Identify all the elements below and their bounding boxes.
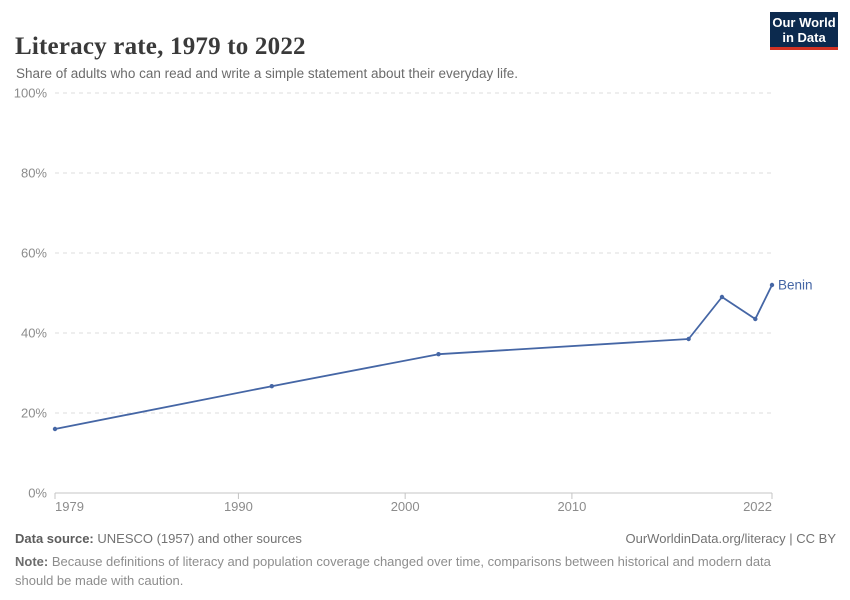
data-point-marker[interactable]	[686, 336, 691, 342]
chart-svg[interactable]: 0% 20% 40% 60% 80% 100% 1979 1990 2000 2010 2022 Be…	[0, 85, 850, 525]
data-point-marker[interactable]	[436, 352, 441, 357]
data-source-line: Data source: UNESCO (1957) and other sou…	[15, 531, 302, 546]
y-tick-label: 0%	[28, 486, 47, 501]
series-label-benin[interactable]: Benin	[778, 278, 813, 293]
y-tick-label: 60%	[21, 246, 47, 261]
x-tick-label: 1990	[224, 499, 253, 514]
footer-citation-link[interactable]: OurWorldinData.org/literacy | CC BY	[625, 531, 836, 546]
footer-note: Note: Because definitions of literacy an…	[15, 552, 810, 590]
y-tick-label: 20%	[21, 406, 47, 421]
series-line-benin[interactable]	[54, 284, 773, 430]
x-tick-label: 2022	[743, 499, 772, 514]
data-point-marker[interactable]	[719, 294, 725, 300]
data-point-marker[interactable]	[753, 316, 758, 322]
y-tick-label: 100%	[14, 86, 48, 101]
data-point-marker[interactable]	[769, 282, 775, 288]
data-point-marker[interactable]	[269, 384, 274, 389]
y-tick-label: 40%	[21, 326, 47, 341]
page-subtitle: Share of adults who can read and write a…	[16, 65, 519, 81]
data-source-text: UNESCO (1957) and other sources	[97, 531, 302, 546]
x-tick-label: 1979	[55, 499, 84, 514]
x-tick-label: 2010	[557, 499, 586, 514]
page-title: Literacy rate, 1979 to 2022	[15, 32, 306, 60]
data-source-label: Data source:	[15, 531, 94, 546]
owid-logo-line2: in Data	[782, 29, 826, 45]
footer-note-text: Because definitions of literacy and popu…	[15, 554, 771, 588]
data-point-marker[interactable]	[52, 426, 58, 432]
y-tick-label: 80%	[21, 166, 47, 181]
x-tick-label: 2000	[391, 499, 420, 514]
owid-logo[interactable]: Our World in Data	[770, 12, 838, 50]
owid-logo-line1: Our World	[772, 14, 836, 30]
footer-note-label: Note:	[15, 554, 49, 569]
chart-area[interactable]: 0% 20% 40% 60% 80% 100% 1979 1990 2000 2010 2022 Be…	[0, 85, 850, 525]
